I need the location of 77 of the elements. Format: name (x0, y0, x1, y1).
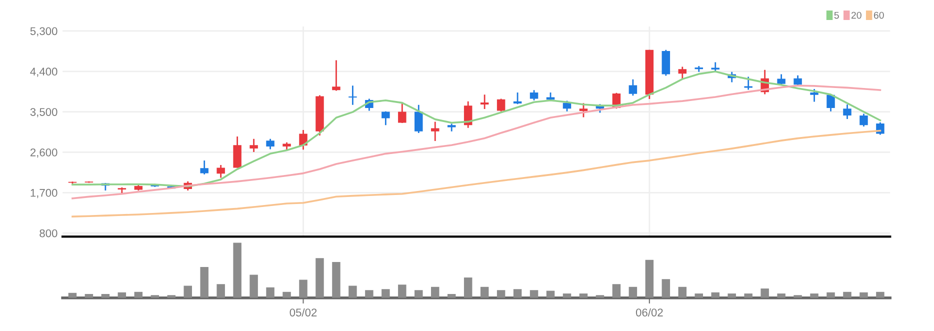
bar (316, 258, 324, 298)
bar (711, 292, 720, 298)
y-tick-label: 4,400 (30, 68, 58, 77)
bar (810, 293, 818, 298)
bar (678, 286, 687, 298)
candlestick (843, 104, 852, 120)
bar (184, 286, 192, 298)
bar (744, 293, 752, 298)
candlestick (266, 138, 274, 150)
bar (826, 292, 835, 298)
bar (530, 290, 538, 298)
line-series (72, 130, 882, 218)
candlestick (348, 84, 357, 106)
bar (233, 242, 242, 298)
candlestick (414, 104, 423, 134)
candlestick (299, 129, 308, 150)
bar (299, 280, 308, 298)
candlestick (382, 110, 390, 126)
x-tick-label: 06/02 (636, 308, 663, 316)
candlestick (431, 120, 440, 142)
candlestick (579, 102, 588, 118)
legend-label: 60 (874, 12, 884, 19)
bar (431, 286, 440, 298)
candlestick (513, 92, 522, 105)
bar (266, 287, 274, 298)
bar (414, 290, 423, 298)
candlestick (233, 136, 242, 168)
legend-label: 20 (851, 12, 862, 19)
bar (843, 292, 852, 298)
y-tick-label: 1,700 (30, 188, 58, 198)
candlestick (530, 89, 538, 102)
candlestick (678, 66, 687, 80)
bar (794, 295, 802, 298)
candlestick (810, 88, 818, 102)
candlestick (662, 49, 670, 76)
candlestick (826, 94, 835, 112)
candlestick (860, 113, 868, 128)
bar (645, 260, 654, 298)
bar (216, 284, 225, 298)
bar (348, 286, 357, 298)
bar (365, 290, 374, 298)
candlestick (794, 74, 802, 86)
bar (628, 286, 638, 298)
bar (480, 286, 489, 298)
bar (332, 262, 340, 298)
candlestick (200, 160, 208, 176)
y-tick-label: 800 (40, 229, 58, 238)
candlestick (496, 98, 506, 112)
candlestick (216, 164, 225, 178)
bar (200, 267, 208, 298)
bar (513, 289, 522, 298)
bar (496, 290, 506, 298)
y-tick-label: 5,300 (30, 27, 58, 36)
candlestick (332, 60, 340, 92)
legend-label: 5 (834, 12, 839, 19)
bar (777, 293, 786, 298)
bar (250, 274, 258, 298)
bar (876, 292, 884, 298)
bar (612, 284, 621, 298)
y-tick-label: 2,600 (30, 148, 58, 158)
candlestick (250, 138, 258, 153)
bar (282, 292, 291, 298)
bar (728, 293, 736, 298)
y-tick-label: 3,500 (30, 108, 58, 118)
bar (760, 288, 769, 298)
bar (546, 290, 555, 298)
bar (382, 289, 390, 298)
bar (860, 292, 868, 298)
candlestick (398, 101, 406, 124)
bar (662, 279, 670, 298)
line-series (72, 70, 882, 188)
candlestick (628, 78, 638, 96)
bar (464, 277, 472, 298)
candlestick (480, 94, 489, 110)
x-tick-label: 05/02 (290, 308, 317, 316)
candlestick (876, 122, 884, 136)
bar (398, 284, 406, 298)
